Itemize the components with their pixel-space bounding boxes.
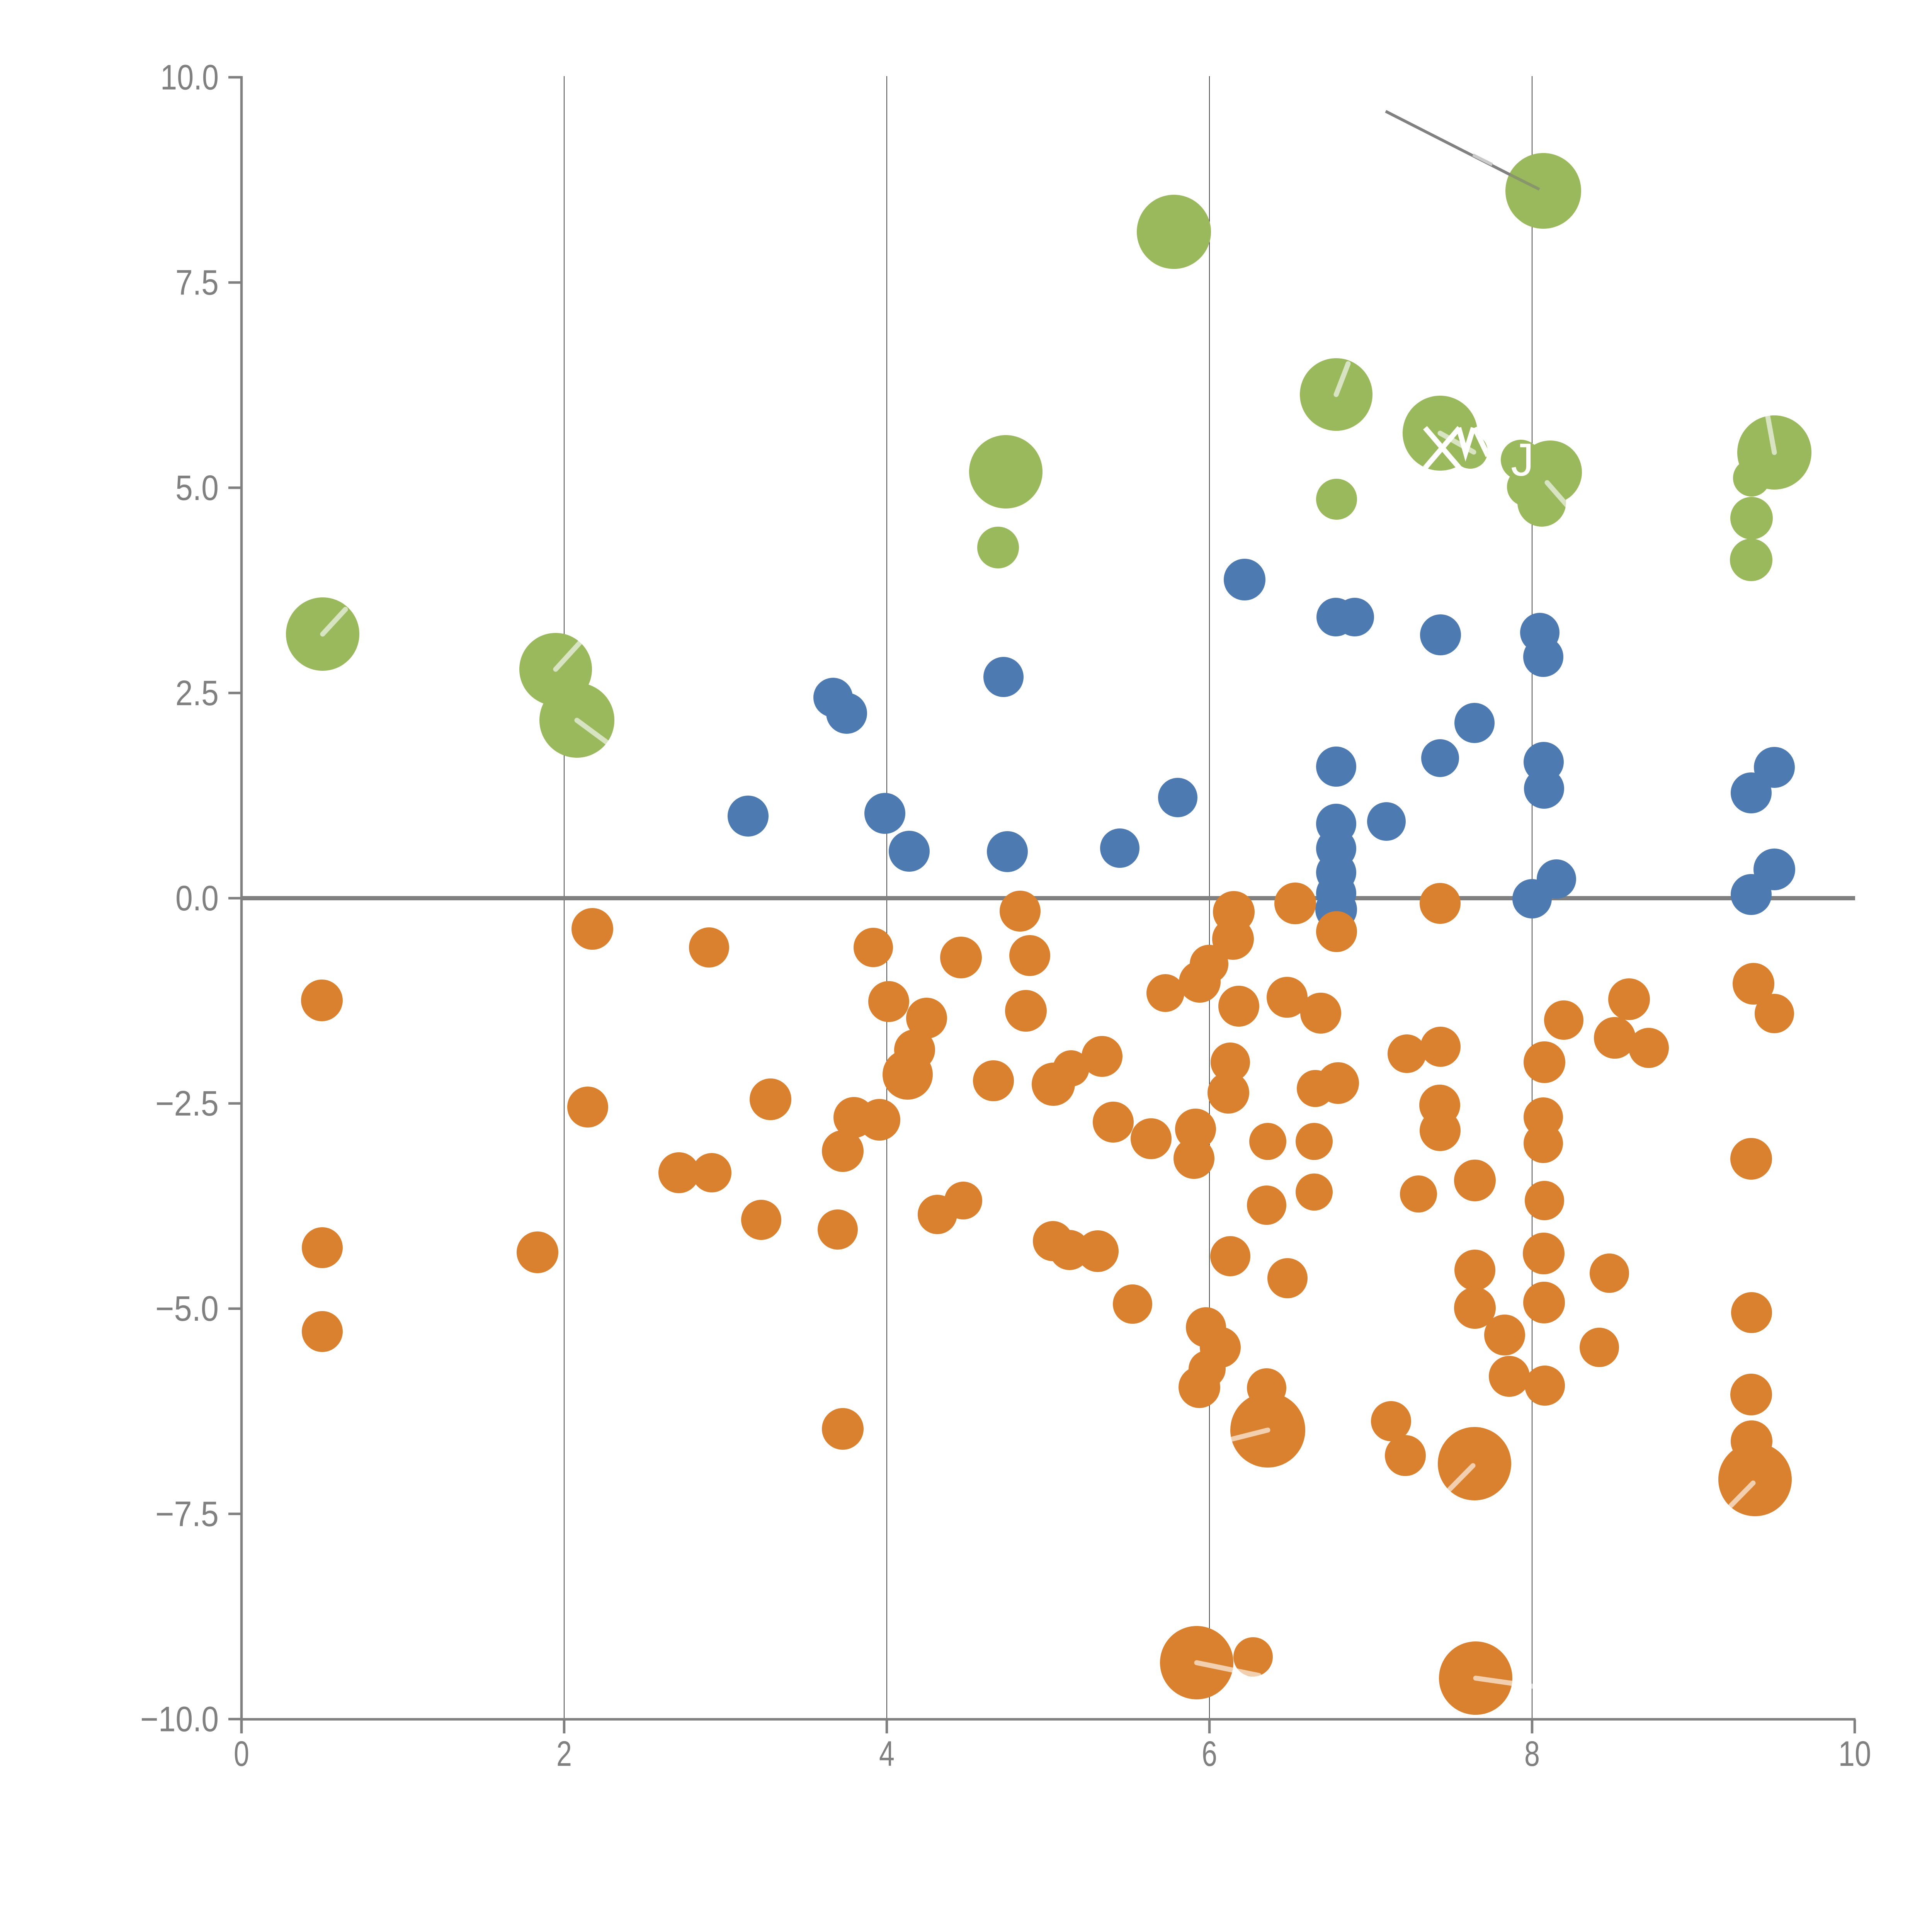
svg-text:6: 6 bbox=[1202, 1734, 1217, 1774]
svg-text:2: 2 bbox=[556, 1734, 572, 1774]
svg-text:−10.0: −10.0 bbox=[140, 1700, 219, 1739]
svg-text:10.0: 10.0 bbox=[160, 58, 219, 97]
svg-text:−5.0: −5.0 bbox=[155, 1289, 219, 1328]
svg-text:5.0: 5.0 bbox=[175, 468, 219, 508]
svg-text:0: 0 bbox=[234, 1734, 249, 1774]
svg-text:−7.5: −7.5 bbox=[155, 1494, 219, 1534]
svg-text:0.0: 0.0 bbox=[175, 879, 219, 918]
svg-text:J: J bbox=[1511, 434, 1534, 486]
svg-text:4: 4 bbox=[879, 1734, 895, 1774]
svg-text:2.5: 2.5 bbox=[175, 673, 219, 713]
svg-text:10: 10 bbox=[1838, 1734, 1871, 1774]
svg-text:7.5: 7.5 bbox=[175, 263, 219, 303]
svg-text:−2.5: −2.5 bbox=[155, 1084, 219, 1123]
svg-text:8: 8 bbox=[1524, 1734, 1540, 1774]
